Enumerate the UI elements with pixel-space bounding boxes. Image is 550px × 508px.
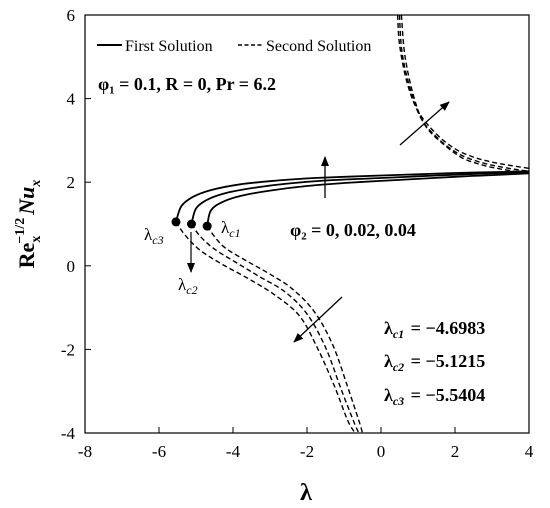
y-label-base: Re — [14, 242, 39, 268]
critical-label-c1-sub: c1 — [229, 226, 240, 240]
y-label-var: Nu — [14, 187, 39, 216]
critical-value-c2: λc2 = −5.1215 — [384, 351, 485, 374]
upper-branch-arrow — [399, 101, 450, 146]
critical-points — [171, 217, 212, 231]
critical-label-c3-sub: c3 — [152, 233, 163, 247]
y-tick-label: 6 — [67, 6, 76, 25]
second-solution-line-2 — [190, 223, 360, 434]
x-tick-label: 4 — [525, 442, 534, 461]
critical-label-c3: λc3 — [144, 225, 164, 247]
critical-label-c2: λc2 — [178, 275, 198, 297]
y-tick-label: 4 — [67, 90, 76, 109]
first-solution-line-2 — [190, 171, 530, 225]
curves — [175, 14, 530, 434]
params-label: φ₁ = 0.1, R = 0, Pr = 6.2 — [98, 74, 276, 94]
second-solution-upper-line-3 — [400, 14, 530, 175]
y-axis-label: Rex−1/2Nux — [13, 180, 44, 269]
second-solution-upper-line-2 — [398, 14, 530, 172]
x-tick-label: -2 — [300, 442, 314, 461]
y-tick-label: -4 — [61, 424, 76, 443]
critical-point-3 — [171, 217, 181, 227]
x-tick-label: -8 — [78, 442, 92, 461]
y-label-var-sub: x — [29, 180, 44, 188]
x-tick-label: 2 — [451, 442, 460, 461]
plot-frame — [84, 14, 530, 434]
second-solution-line-3 — [175, 221, 356, 434]
lower-branch-arrow — [293, 296, 343, 343]
x-axis-label: λ — [300, 480, 312, 506]
x-tick-label: 0 — [377, 442, 386, 461]
second-solution-upper-line-1 — [396, 14, 530, 170]
x-tick-label: -4 — [226, 442, 241, 461]
second-solution-line-1 — [206, 225, 364, 434]
critical-label-c1: λc1 — [221, 218, 241, 240]
critical-point-1 — [202, 221, 212, 231]
legend-first-label: First Solution — [125, 38, 213, 55]
axis-ticks: -8 -6 -4 -2 0 2 4 -4 -2 0 2 4 6 — [61, 6, 534, 461]
y-label-sub: x — [29, 236, 44, 243]
y-tick-label: -2 — [61, 340, 75, 359]
legend: First Solution Second Solution — [97, 38, 371, 55]
legend-second-label: Second Solution — [266, 38, 371, 55]
y-tick-label: 0 — [67, 257, 76, 276]
y-tick-label: 2 — [67, 173, 76, 192]
first-solution-line-3 — [175, 170, 530, 223]
phi2-label: φ₂ = 0, 0.02, 0.04 — [290, 220, 416, 240]
critical-point-2 — [187, 219, 197, 229]
first-solution-line-1 — [206, 172, 530, 227]
critical-value-c1: λc1 = −4.6983 — [384, 318, 485, 341]
critical-values: λc1 = −4.6983 λc2 = −5.1215 λc3 = −5.540… — [384, 318, 485, 408]
critical-value-c3: λc3 = −5.5404 — [384, 385, 485, 408]
x-tick-label: -6 — [152, 442, 166, 461]
critical-label-c2-sub: c2 — [186, 283, 197, 297]
y-label-sup: −1/2 — [13, 218, 28, 244]
